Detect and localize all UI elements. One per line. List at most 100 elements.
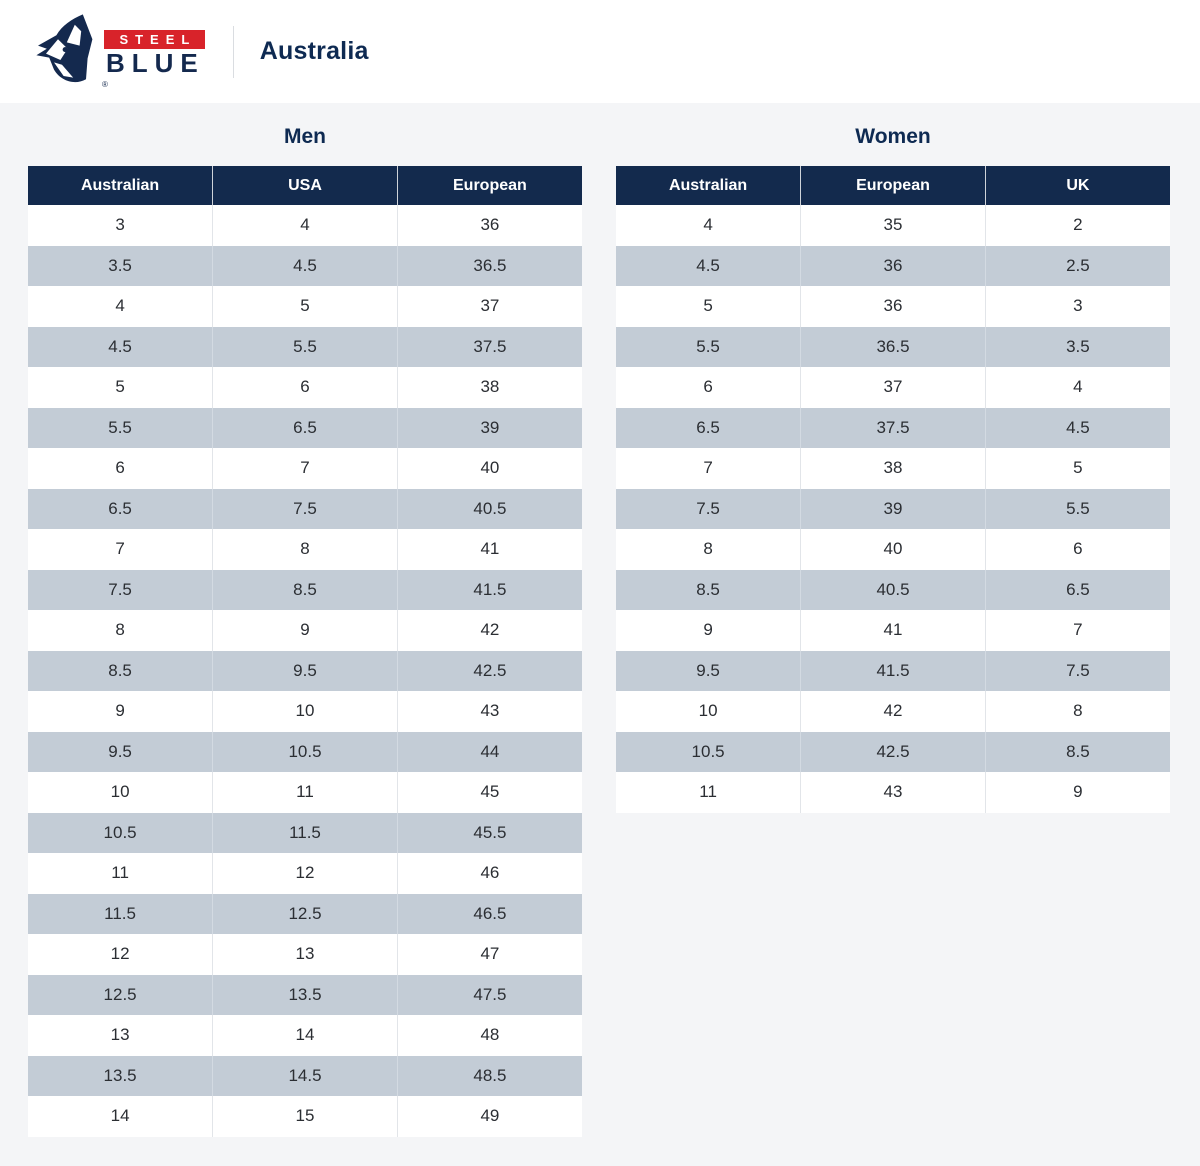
women-section-title: Women — [855, 125, 931, 148]
top-brand-bar: ® STEEL BLUE Australia — [0, 0, 1200, 103]
size-cell: 37.5 — [396, 326, 582, 367]
size-row: 7 38 5 — [616, 448, 1170, 489]
steel-blue-logo[interactable]: ® STEEL BLUE — [30, 12, 205, 92]
size-row: 6.5 7.5 40.5 — [28, 488, 582, 529]
size-row: 11 43 9 — [616, 772, 1170, 813]
size-cell: 14.5 — [212, 1055, 398, 1096]
size-cell: 10.5 — [616, 731, 801, 772]
size-cell: 4.5 — [616, 245, 801, 286]
size-cell: 5 — [28, 367, 213, 408]
size-cell: 48 — [396, 1015, 582, 1056]
column-header: European — [800, 166, 986, 205]
size-cell: 40 — [800, 529, 986, 570]
size-row: 6 37 4 — [616, 367, 1170, 408]
size-row: 4 35 2 — [616, 205, 1170, 246]
size-cell: 47 — [396, 934, 582, 975]
size-cell: 45.5 — [396, 812, 582, 853]
size-cell: 8 — [984, 691, 1170, 732]
size-cell: 4 — [616, 205, 801, 246]
size-cell: 13.5 — [28, 1055, 213, 1096]
size-cell: 8 — [616, 529, 801, 570]
size-cell: 6 — [28, 448, 213, 489]
size-cell: 8 — [28, 610, 213, 651]
size-cell: 10 — [212, 691, 398, 732]
size-cell: 36.5 — [396, 245, 582, 286]
size-cell: 12.5 — [212, 893, 398, 934]
size-cell: 11 — [212, 772, 398, 813]
column-header: Australian — [28, 166, 213, 205]
size-cell: 8.5 — [28, 650, 213, 691]
size-cell: 4 — [212, 205, 398, 246]
size-cell: 39 — [396, 407, 582, 448]
size-row: 10 11 45 — [28, 772, 582, 813]
size-row: 8 9 42 — [28, 610, 582, 651]
size-cell: 14 — [28, 1096, 213, 1137]
size-row: 7.5 39 5.5 — [616, 488, 1170, 529]
men-size-section: Men Australian USA European 3 4 36 3.5 4.5 36.5 4… — [28, 125, 582, 1137]
size-cell: 40 — [396, 448, 582, 489]
size-row: 9 41 7 — [616, 610, 1170, 651]
size-row: 14 15 49 — [28, 1096, 582, 1137]
size-cell: 37 — [396, 286, 582, 327]
size-cell: 9.5 — [616, 650, 801, 691]
size-cell: 40.5 — [800, 569, 986, 610]
women-size-section: Women Australian European UK 4 35 2 4.5 36 2.5 5 3… — [616, 125, 1170, 1137]
column-header: USA — [212, 166, 398, 205]
size-cell: 7 — [28, 529, 213, 570]
size-cell: 9 — [616, 610, 801, 651]
size-cell: 11 — [28, 853, 213, 894]
size-row: 10.5 11.5 45.5 — [28, 812, 582, 853]
size-cell: 7 — [212, 448, 398, 489]
size-cell: 37.5 — [800, 407, 986, 448]
size-cell: 8 — [212, 529, 398, 570]
men-size-table: Australian USA European 3 4 36 3.5 4.5 36.5 4 5 37 4… — [28, 166, 582, 1137]
size-cell: 6 — [212, 367, 398, 408]
size-cell: 4.5 — [212, 245, 398, 286]
size-cell: 38 — [800, 448, 986, 489]
column-header: European — [396, 166, 582, 205]
size-cell: 5 — [984, 448, 1170, 489]
size-row: 9 10 43 — [28, 691, 582, 732]
blue-wordmark: BLUE — [106, 47, 205, 78]
size-row: 4.5 36 2.5 — [616, 245, 1170, 286]
size-row: 7.5 8.5 41.5 — [28, 569, 582, 610]
size-cell: 38 — [396, 367, 582, 408]
size-cell: 13 — [212, 934, 398, 975]
size-cell: 12 — [28, 934, 213, 975]
size-cell: 3.5 — [984, 326, 1170, 367]
size-row: 5 36 3 — [616, 286, 1170, 327]
size-cell: 42 — [800, 691, 986, 732]
size-row: 3.5 4.5 36.5 — [28, 245, 582, 286]
brand-wordmark: STEEL BLUE — [104, 29, 205, 78]
size-cell: 4.5 — [984, 407, 1170, 448]
size-cell: 6 — [616, 367, 801, 408]
size-cell: 11.5 — [212, 812, 398, 853]
size-cell: 42 — [396, 610, 582, 651]
size-row: 6.5 37.5 4.5 — [616, 407, 1170, 448]
size-cell: 11 — [616, 772, 801, 813]
size-cell: 41.5 — [800, 650, 986, 691]
size-cell: 6.5 — [616, 407, 801, 448]
size-cell: 12.5 — [28, 974, 213, 1015]
size-cell: 8.5 — [984, 731, 1170, 772]
size-cell: 43 — [800, 772, 986, 813]
size-chart-content: Men Australian USA European 3 4 36 3.5 4.5 36.5 4… — [0, 103, 1200, 1137]
size-cell: 49 — [396, 1096, 582, 1137]
size-cell: 6.5 — [212, 407, 398, 448]
steel-wordmark: STEEL — [104, 29, 205, 49]
header-row: Australian European UK — [616, 166, 1170, 205]
size-cell: 48.5 — [396, 1055, 582, 1096]
men-section-title: Men — [284, 125, 326, 148]
size-row: 8.5 9.5 42.5 — [28, 650, 582, 691]
size-row: 5 6 38 — [28, 367, 582, 408]
size-cell: 9.5 — [28, 731, 213, 772]
size-cell: 42.5 — [800, 731, 986, 772]
size-cell: 5 — [616, 286, 801, 327]
size-cell: 10 — [28, 772, 213, 813]
size-row: 13.5 14.5 48.5 — [28, 1055, 582, 1096]
size-row: 9.5 41.5 7.5 — [616, 650, 1170, 691]
size-cell: 9 — [28, 691, 213, 732]
size-cell: 43 — [396, 691, 582, 732]
size-cell: 6.5 — [28, 488, 213, 529]
size-cell: 41 — [800, 610, 986, 651]
